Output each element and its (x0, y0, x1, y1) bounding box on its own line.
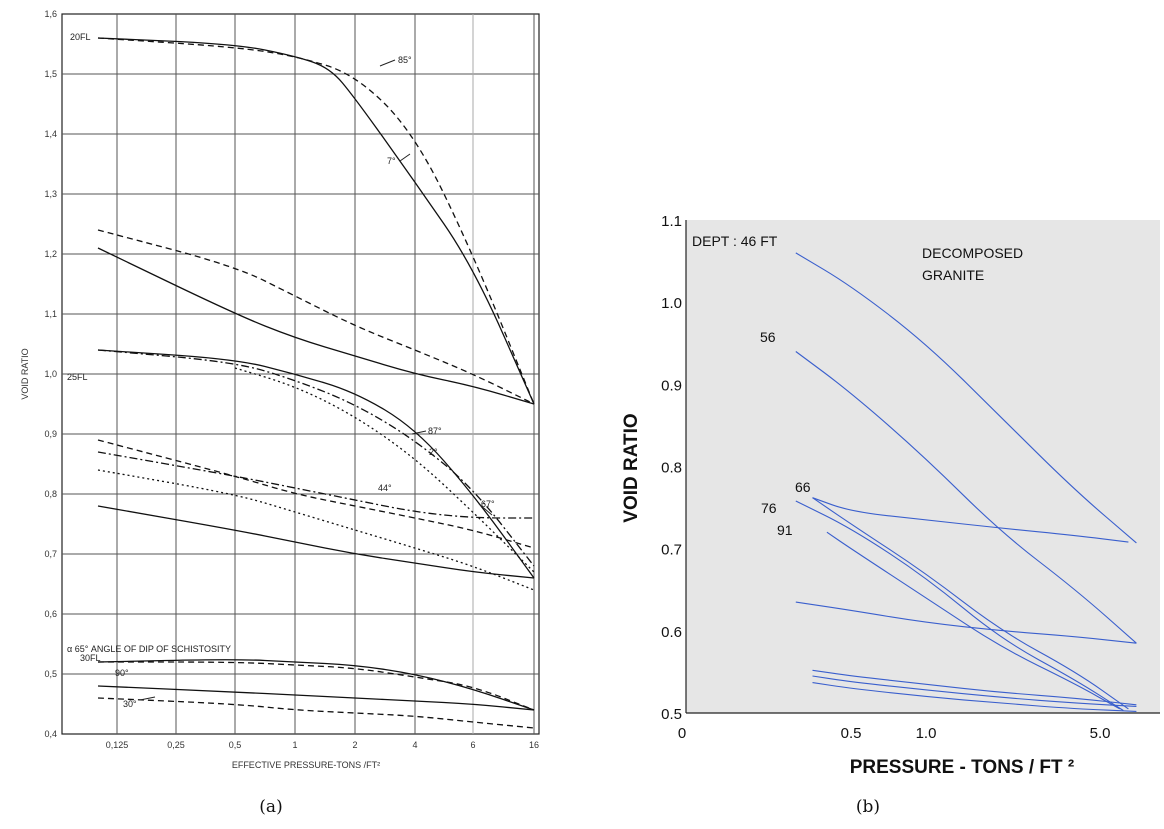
panel-b-x-ticks: 0 0.5 1.0 5.0 (678, 725, 1111, 742)
a-series-line (97, 37, 535, 405)
b-y-tick-label: 1.0 (661, 295, 682, 312)
b-series-line (795, 252, 1137, 544)
b-x-tick-label: 1.0 (916, 725, 937, 742)
a-x-tick-label: 16 (529, 740, 539, 750)
a-y-tick-label: 1,0 (44, 369, 57, 379)
panel-b-plot-area (686, 220, 1160, 713)
a-series-line (97, 451, 534, 519)
a-series-line (97, 247, 535, 405)
b-y-tick-label: 0.7 (661, 542, 682, 559)
label-granite: GRANITE (922, 267, 984, 283)
label-25fl: 25FL (67, 372, 88, 382)
panel-a-x-axis-label: EFFECTIVE PRESSURE-TONS /FT² (232, 760, 380, 770)
a-y-tick-label: 1,4 (44, 129, 57, 139)
label-67deg: 67° (481, 499, 495, 509)
panel-a-y-ticks: 0,4 0,5 0,6 0,7 0,8 0,9 1,0 1,1 1,2 1,3 1,4 1,5 1,6 (44, 9, 57, 739)
b-y-tick-label: 1.1 (661, 213, 682, 230)
b-series-line (812, 497, 1129, 543)
b-series-line (795, 351, 1137, 644)
a-series-line (97, 505, 535, 579)
b-x-tick-label: 0.5 (841, 725, 862, 742)
label-decomposed: DECOMPOSED (922, 245, 1023, 261)
a-series-line (97, 349, 535, 579)
a-y-tick-label: 1,6 (44, 9, 57, 19)
a-series-line (97, 37, 535, 405)
a-y-tick-label: 0,6 (44, 609, 57, 619)
label-56: 56 (760, 329, 776, 345)
b-y-tick-label: 0.6 (661, 624, 682, 641)
label-7deg: 7° (387, 156, 396, 166)
panel-a-series (97, 37, 535, 729)
b-y-tick-label: 0.5 (661, 706, 682, 723)
label-44deg: 44° (378, 483, 392, 493)
b-x-tick-label: 5.0 (1090, 725, 1111, 742)
label-85deg: 85° (398, 55, 412, 65)
b-series-line (826, 531, 1121, 710)
a-x-tick-label: 2 (352, 740, 357, 750)
panel-b: 0.5 0.6 0.7 0.8 0.9 1.0 1.1 0 0.5 1.0 5.0 VOID RA… (621, 213, 1160, 778)
label-90deg: 90° (115, 668, 129, 678)
b-series-line (812, 497, 1129, 710)
label-91: 91 (777, 522, 793, 538)
a-y-tick-label: 1,2 (44, 249, 57, 259)
label-66: 66 (795, 479, 811, 495)
a-x-tick-label: 4 (412, 740, 417, 750)
a-series-line (97, 349, 535, 567)
b-y-tick-label: 0.9 (661, 377, 682, 394)
a-series-line (97, 685, 535, 711)
panel-b-y-axis-label: VOID RATIO (621, 413, 642, 522)
panel-b-series (795, 252, 1137, 712)
b-series-line (812, 682, 1137, 712)
a-series-line (97, 439, 535, 549)
a-series-line (234, 367, 535, 573)
caption-b: (b) (856, 797, 880, 817)
a-y-tick-label: 0,9 (44, 429, 57, 439)
b-series-line (795, 500, 1124, 711)
label-87deg: 87° (428, 426, 442, 436)
b-y-tick-label: 0.8 (661, 460, 682, 477)
arrow-85deg (379, 59, 396, 67)
a-x-tick-label: 0,25 (167, 740, 185, 750)
a-x-tick-label: 0,125 (106, 740, 129, 750)
caption-a: (a) (259, 797, 282, 817)
a-y-tick-label: 0,5 (44, 669, 57, 679)
panel-b-x-axis-label: PRESSURE - TONS / FT ² (850, 757, 1075, 778)
a-y-tick-label: 1,1 (44, 309, 57, 319)
a-series-line (97, 659, 535, 711)
arrow-30deg (139, 696, 156, 701)
label-76: 76 (761, 500, 777, 516)
arrow-87deg (411, 430, 427, 435)
label-2deg: 2° (429, 447, 438, 457)
b-series-line (812, 675, 1137, 707)
a-x-tick-label: 1 (292, 740, 297, 750)
panel-b-y-ticks: 0.5 0.6 0.7 0.8 0.9 1.0 1.1 (661, 213, 682, 723)
arrow-7deg (399, 153, 411, 162)
a-y-tick-label: 0,8 (44, 489, 57, 499)
panel-a-x-ticks: 0,125 0,25 0,5 1 2 4 6 16 (106, 740, 539, 750)
a-y-tick-label: 1,5 (44, 69, 57, 79)
label-30fl: 30FL (80, 653, 101, 663)
arrow-67deg (478, 503, 493, 516)
a-y-tick-label: 0,7 (44, 549, 57, 559)
b-x-tick-label: 0 (678, 725, 686, 742)
label-dept-46ft: DEPT : 46 FT (692, 233, 778, 249)
panel-a: 0,40,50,60,70,80,91,01,11,21,31,41,51,6 … (20, 9, 540, 770)
a-y-tick-label: 0,4 (44, 729, 57, 739)
a-y-tick-label: 1,3 (44, 189, 57, 199)
panel-a-y-axis-label: VOID RATIO (20, 348, 30, 399)
a-x-tick-label: 6 (470, 740, 475, 750)
b-series-line (795, 601, 1137, 644)
label-30deg: 30° (123, 699, 137, 709)
label-20fl: 20FL (70, 32, 91, 42)
b-series-line (812, 669, 1137, 706)
a-series-line (97, 229, 535, 405)
a-x-tick-label: 0,5 (229, 740, 242, 750)
legend-note: α 65° ANGLE OF DIP OF SCHISTOSITY (67, 644, 231, 654)
